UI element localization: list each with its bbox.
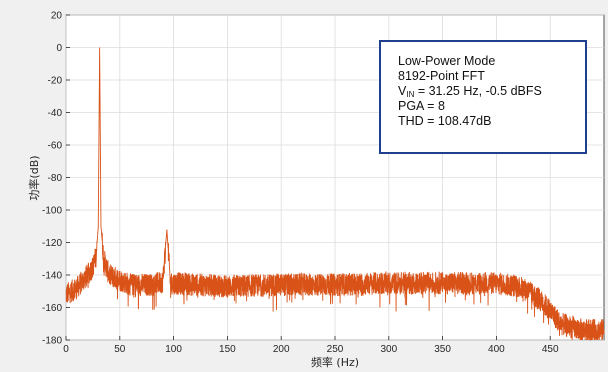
y-tick-label: -100 xyxy=(42,206,62,217)
y-axis-ticks: 20 0 -20 -40 -60 -80 -100 -120 -140 -160 -180 xyxy=(42,11,70,347)
spectrum-line xyxy=(65,47,605,341)
x-tick-label: 300 xyxy=(380,344,397,355)
spectrum-trace xyxy=(65,47,605,341)
x-tick-label: 250 xyxy=(327,344,344,355)
annotation-line-thd: THD = 108.47dB xyxy=(398,114,491,128)
annotation-line-fft: 8192-Point FFT xyxy=(398,69,485,83)
annotation-border xyxy=(379,40,587,154)
y-tick-label: -60 xyxy=(48,141,63,152)
x-tick-label: 200 xyxy=(273,344,290,355)
y-tick-label: 20 xyxy=(51,11,63,22)
x-axis-ticks: 0 50 100 150 200 250 300 350 400 450 xyxy=(63,336,559,355)
y-tick-label: -180 xyxy=(42,336,62,347)
x-tick-label: 400 xyxy=(488,344,505,355)
x-tick-label: 0 xyxy=(63,344,69,355)
annotation-line-vin: VIN = 31.25 Hz, -0.5 dBFS xyxy=(398,84,542,99)
x-tick-label: 150 xyxy=(219,344,236,355)
y-tick-label: -160 xyxy=(42,303,62,314)
y-tick-label: -20 xyxy=(48,76,63,87)
y-tick-label: -40 xyxy=(48,108,63,119)
x-tick-label: 450 xyxy=(542,344,559,355)
annotation-line-pga: PGA = 8 xyxy=(398,99,445,113)
y-tick-label: -120 xyxy=(42,238,62,249)
x-axis-label: 频率 (Hz) xyxy=(311,355,359,369)
annotation-vin-v: V xyxy=(398,84,407,98)
y-tick-label: 0 xyxy=(56,43,62,54)
x-tick-label: 50 xyxy=(114,344,126,355)
annotation-box: Low-Power Mode 8192-Point FFT VIN = 31.2… xyxy=(379,40,587,154)
y-tick-label: -80 xyxy=(48,173,63,184)
y-axis-label: 功率(dB) xyxy=(27,155,41,200)
x-tick-label: 350 xyxy=(434,344,451,355)
y-tick-label: -140 xyxy=(42,271,62,282)
x-tick-label: 100 xyxy=(165,344,182,355)
annotation-line-mode: Low-Power Mode xyxy=(398,54,495,68)
annotation-vin-sub: IN xyxy=(406,90,414,99)
annotation-vin-rest: = 31.25 Hz, -0.5 dBFS xyxy=(414,84,542,98)
